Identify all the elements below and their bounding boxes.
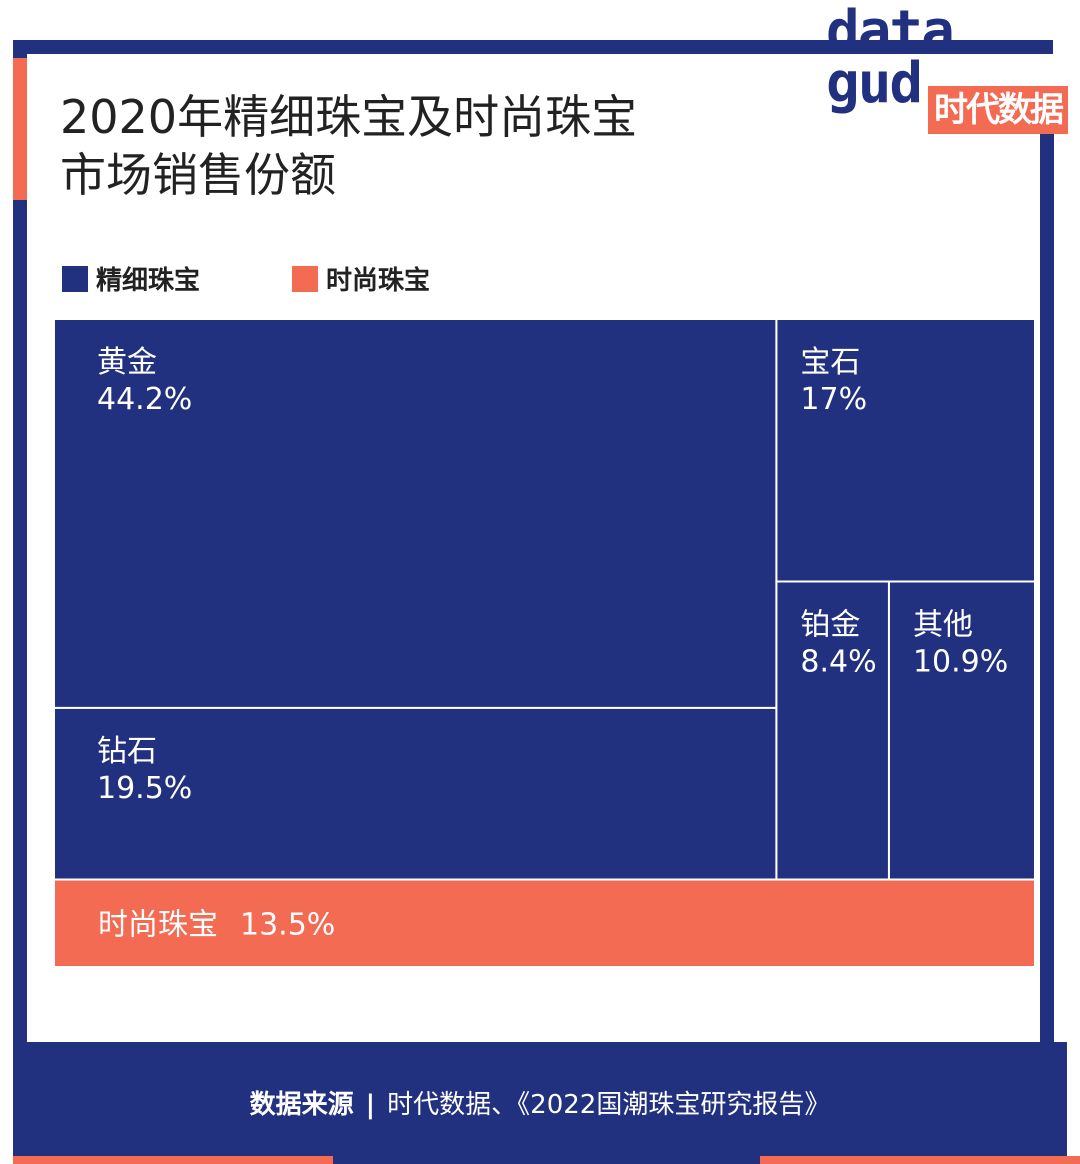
tile-name-gold: 黄金	[97, 345, 157, 380]
tile-name-diamond: 钻石	[97, 734, 157, 769]
legend-label-fine: 精细珠宝	[96, 266, 201, 296]
title-line-1: 2020年精细珠宝及时尚珠宝	[60, 90, 638, 144]
treemap-tile-platinum	[775, 580, 890, 881]
tile-value-gemstone: 17%	[800, 382, 867, 417]
treemap-tile-gold	[53, 318, 778, 709]
legend-swatch-fashion	[292, 265, 318, 292]
logo-badge: 时代数据	[928, 86, 1068, 134]
footer-accent-left	[13, 1156, 333, 1164]
frame-left-bar	[13, 40, 27, 1050]
tile-value-diamond: 19.5%	[97, 771, 192, 806]
logo-word-line-1: data	[826, 0, 955, 64]
data-source: 数据来源 | 时代数据、《2022国潮珠宝研究报告》	[0, 1084, 1080, 1121]
source-separator: |	[365, 1090, 376, 1120]
frame-left-accent	[13, 58, 27, 200]
tile-value-platinum: 8.4%	[800, 645, 876, 680]
tile-value-fashion: 13.5%	[240, 907, 335, 942]
tile-value-other: 10.9%	[913, 645, 1008, 680]
legend-item-fine: 精细珠宝	[62, 260, 200, 297]
legend-swatch-fine	[62, 265, 88, 292]
tile-name-gemstone: 宝石	[800, 345, 860, 380]
treemap-tile-diamond	[53, 706, 778, 881]
treemap-tile-gemstone	[775, 318, 1036, 583]
logo-word-line-2: gud	[826, 51, 923, 116]
title-line-2: 市场销售份额	[60, 148, 336, 202]
treemap-tile-fashion	[53, 878, 1036, 969]
footer-accent-right	[760, 1156, 1080, 1164]
page-title: 2020年精细珠宝及时尚珠宝 市场销售份额	[60, 88, 780, 204]
frame-right-bar	[1040, 130, 1054, 1050]
source-label: 数据来源	[249, 1090, 354, 1120]
tile-name-platinum: 铂金	[800, 608, 860, 643]
tile-name-fashion: 时尚珠宝	[98, 907, 218, 942]
legend-label-fashion: 时尚珠宝	[326, 266, 431, 296]
tile-name-other: 其他	[913, 608, 973, 643]
brand-logo: data gud 时代数据	[820, 4, 1070, 164]
source-text: 时代数据、《2022国潮珠宝研究报告》	[387, 1090, 831, 1120]
tile-label-fashion: 时尚珠宝 13.5%	[98, 907, 335, 942]
footer-bar	[13, 1042, 1067, 1164]
tile-value-gold: 44.2%	[97, 382, 192, 417]
frame-top-bar	[13, 40, 1053, 54]
legend-item-fashion: 时尚珠宝	[292, 260, 430, 297]
treemap-tile-other	[887, 580, 1037, 881]
